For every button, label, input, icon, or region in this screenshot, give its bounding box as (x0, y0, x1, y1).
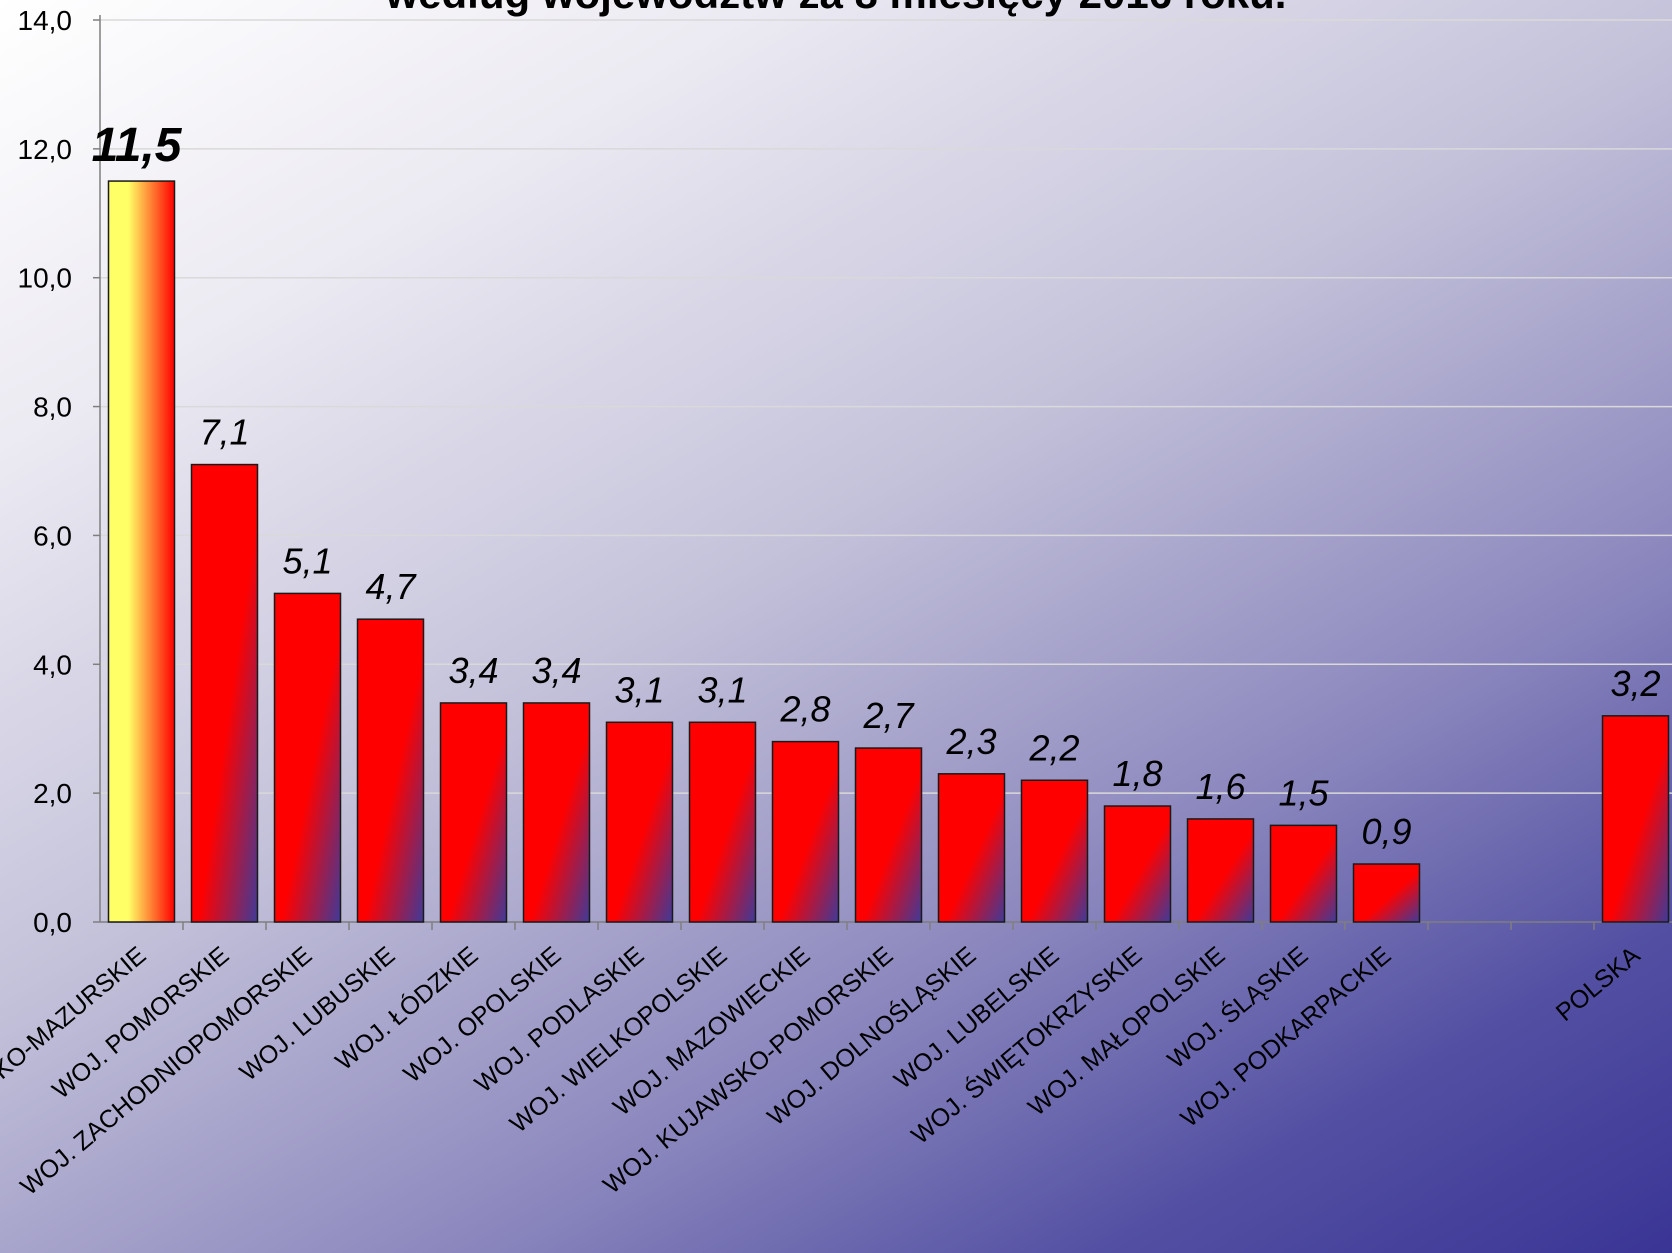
bar (937, 773, 1006, 923)
data-label: 11,5 (92, 119, 183, 172)
data-label: 3,4 (448, 650, 498, 691)
bar (107, 180, 176, 923)
bar (1186, 818, 1255, 923)
data-label: 2,3 (945, 721, 996, 762)
bar (771, 740, 840, 923)
bar (190, 463, 259, 923)
bars (107, 180, 1670, 923)
data-label: 2,7 (862, 695, 915, 736)
y-tick-label: 4,0 (33, 649, 72, 680)
bar (439, 702, 508, 923)
y-tick-label: 0,0 (33, 907, 72, 938)
data-label: 3,4 (531, 650, 581, 691)
x-tick-label: WOJ. ŚLĄSKIE (1161, 940, 1313, 1075)
y-tick-label: 2,0 (33, 778, 72, 809)
bar (522, 702, 591, 923)
y-tick-label: 8,0 (33, 392, 72, 423)
bar (1103, 805, 1172, 923)
data-label: 3,1 (697, 669, 747, 710)
bar (273, 592, 342, 923)
data-label: 3,2 (1610, 663, 1660, 704)
x-tick-label: WOJ. LUBUSKIE (234, 941, 400, 1087)
data-label: 2,2 (1028, 727, 1079, 768)
data-labels: 11,5 7,1 5,1 4,7 3,4 3,4 3,1 3,1 2,8 2,7 2,3 2,2 1,8… (92, 119, 1661, 852)
bar (605, 721, 674, 923)
y-tick-label: 10,0 (18, 263, 73, 294)
data-label: 1,6 (1195, 766, 1246, 807)
data-label: 1,5 (1278, 772, 1329, 813)
x-tick-label: WOJ. ŁÓDZKIE (330, 940, 484, 1076)
x-tick-label: POLSKA (1551, 941, 1646, 1027)
bar (1352, 863, 1421, 923)
chart-title: według województw za 8 miesięcy 2016 rok… (0, 0, 1672, 18)
data-label: 5,1 (282, 540, 332, 581)
data-label: 1,8 (1112, 753, 1162, 794)
bar (1269, 824, 1338, 923)
bar (854, 747, 923, 923)
bar (688, 721, 757, 923)
data-label: 4,7 (365, 566, 417, 607)
y-tick-label: 12,0 (18, 134, 73, 165)
y-tick-labels: 0,0 2,0 4,0 6,0 8,0 10,0 12,0 14,0 (18, 5, 73, 938)
bar (1020, 779, 1089, 923)
data-label: 2,8 (779, 689, 830, 730)
data-label: 3,1 (614, 669, 664, 710)
bar (356, 618, 425, 923)
bar (1601, 715, 1670, 923)
data-label: 7,1 (199, 412, 249, 453)
y-tick-label: 14,0 (18, 5, 73, 36)
y-tick-label: 6,0 (33, 520, 72, 551)
data-label: 0,9 (1361, 811, 1411, 852)
